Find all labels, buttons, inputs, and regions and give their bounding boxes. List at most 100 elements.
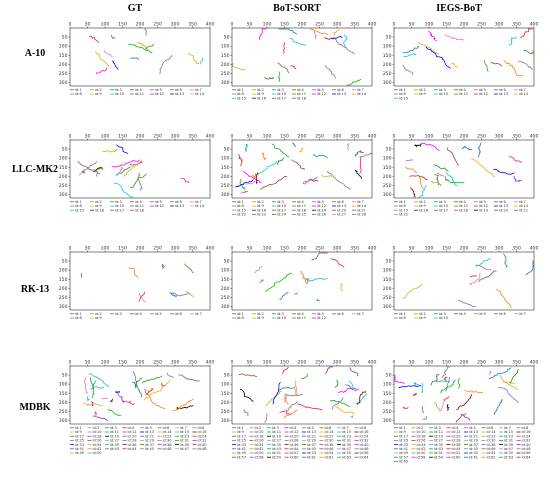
legend-entry: id:1 bbox=[399, 312, 406, 316]
y-tick-label: 250 bbox=[221, 409, 230, 415]
legend-entry: id:38 bbox=[163, 443, 173, 447]
legend-entry: id:1 bbox=[75, 88, 82, 92]
trajectory-line bbox=[508, 156, 522, 163]
trajectory-line bbox=[421, 406, 425, 414]
legend-entry: id:23 bbox=[180, 434, 189, 438]
legend-entry: id:2 bbox=[419, 200, 426, 204]
legend-entry: id:18 bbox=[93, 434, 103, 438]
y-tick-label: 100 bbox=[383, 382, 392, 388]
panel-1-0: 0 50 100 150 200 250 300 350 400 50 100 150 200 250 30… bbox=[59, 134, 215, 213]
trajectory-line bbox=[92, 415, 108, 422]
x-tick-label: 400 bbox=[368, 360, 377, 366]
legend-entry: id:59 bbox=[272, 455, 282, 459]
legend-entry: id:13 bbox=[337, 92, 346, 96]
y-tick-label: 250 bbox=[221, 295, 230, 301]
trajectory-line bbox=[128, 266, 139, 278]
legend-entry: id:4 bbox=[297, 88, 304, 92]
legend-entry: id:18 bbox=[297, 96, 307, 100]
trajectory-line bbox=[523, 49, 534, 55]
x-tick-label: 400 bbox=[206, 246, 215, 252]
y-tick-label: 250 bbox=[59, 409, 68, 415]
x-tick-label: 300 bbox=[495, 22, 504, 28]
legend-entry: id:41 bbox=[237, 447, 246, 451]
legend-entry: id:6 bbox=[499, 88, 506, 92]
legend-entry: id:36 bbox=[452, 443, 462, 447]
legend-entry: id:43 bbox=[272, 447, 281, 451]
legend-entry: id:2 bbox=[95, 200, 102, 204]
trajectory-line bbox=[326, 170, 351, 190]
column-title-iegs-bot: IEGS-BoT bbox=[436, 3, 482, 14]
legend-entry: id:4 bbox=[135, 312, 142, 316]
y-tick-label: 50 bbox=[62, 259, 68, 265]
legend-entry: id:10 bbox=[277, 204, 287, 208]
trajectory-line bbox=[405, 166, 418, 174]
y-tick-label: 100 bbox=[221, 268, 230, 274]
trajectory-line bbox=[433, 402, 441, 411]
y-tick-label: 50 bbox=[62, 373, 68, 379]
legend-entry: id:14 bbox=[163, 430, 173, 434]
y-tick-label: 200 bbox=[383, 174, 392, 180]
y-tick-label: 100 bbox=[59, 268, 68, 274]
trajectory-line bbox=[166, 372, 174, 379]
legend-entry: id:16 bbox=[419, 208, 429, 212]
legend-entry: id:17 bbox=[75, 434, 84, 438]
legend-entry: id:1 bbox=[237, 312, 244, 316]
y-tick-label: 250 bbox=[59, 183, 68, 189]
trajectory-line bbox=[525, 260, 534, 276]
legend-entry: id:55 bbox=[342, 451, 351, 455]
trajectory-line bbox=[176, 405, 194, 409]
legend-entry: id:47 bbox=[342, 447, 351, 451]
legend-entry: id:1 bbox=[399, 426, 406, 430]
legend-entry: id:5 bbox=[307, 426, 314, 430]
trajectory-line bbox=[410, 187, 416, 198]
trajectory-line bbox=[200, 57, 204, 65]
trajectory-line bbox=[278, 387, 294, 391]
y-tick-label: 200 bbox=[383, 286, 392, 292]
trajectory-line bbox=[261, 152, 267, 160]
legend-entry: id:23 bbox=[504, 434, 513, 438]
x-tick-label: 400 bbox=[206, 134, 215, 140]
legend-entry: id:31 bbox=[342, 439, 351, 443]
trajectory-line bbox=[259, 279, 264, 283]
legend-entry: id:1 bbox=[75, 426, 82, 430]
trajectory-line bbox=[409, 175, 428, 181]
x-tick-label: 150 bbox=[442, 134, 451, 140]
legend-entry: id:12 bbox=[317, 316, 326, 320]
x-tick-label: 50 bbox=[247, 134, 253, 140]
x-tick-label: 200 bbox=[460, 134, 469, 140]
x-tick-label: 200 bbox=[136, 246, 145, 252]
legend-entry: id:10 bbox=[255, 430, 265, 434]
y-tick-label: 300 bbox=[59, 192, 68, 198]
x-tick-label: 300 bbox=[171, 360, 180, 366]
legend-entry: id:8 bbox=[399, 92, 406, 96]
y-tick-label: 50 bbox=[224, 259, 230, 265]
trajectory-line bbox=[283, 409, 298, 419]
trajectory-line bbox=[488, 370, 492, 375]
trajectory-line bbox=[169, 292, 191, 297]
trajectory-line bbox=[455, 413, 467, 423]
trajectory-line bbox=[333, 28, 340, 36]
legend-entry: id:7 bbox=[504, 426, 511, 430]
legend-entry: id:5 bbox=[317, 312, 324, 316]
legend-entry: id:20 bbox=[337, 208, 347, 212]
trajectory-line bbox=[325, 366, 334, 375]
trajectory-line bbox=[234, 179, 254, 188]
trajectory-line bbox=[420, 142, 440, 151]
y-tick-label: 50 bbox=[386, 35, 392, 41]
trajectory-line bbox=[443, 376, 448, 381]
legend-entry: id:5 bbox=[155, 312, 162, 316]
x-tick-label: 150 bbox=[280, 246, 289, 252]
legend-entry: id:34 bbox=[93, 443, 103, 447]
x-tick-label: 250 bbox=[315, 360, 324, 366]
panel-3-2: 0 50 100 150 200 250 300 350 400 50 100 150 200 250 30… bbox=[383, 360, 539, 464]
legend-entry: id:45 bbox=[469, 447, 478, 451]
trajectory-line bbox=[441, 366, 450, 379]
trajectory-line bbox=[457, 299, 477, 308]
legend-entry: id:62 bbox=[325, 455, 334, 459]
trajectory-line bbox=[138, 291, 145, 302]
y-tick-label: 300 bbox=[221, 192, 230, 198]
legend-entry: id:14 bbox=[519, 92, 529, 96]
legend-entry: id:18 bbox=[459, 208, 469, 212]
x-tick-label: 50 bbox=[85, 360, 91, 366]
